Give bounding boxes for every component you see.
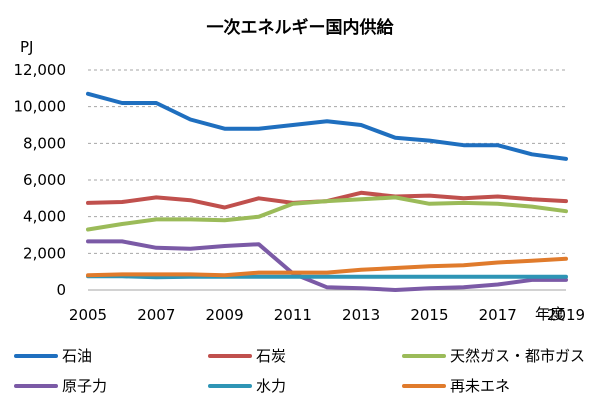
- x-tick-label: 2017: [479, 306, 517, 324]
- series-line-4: [86, 274, 568, 280]
- legend-label: 水力: [256, 377, 286, 395]
- x-tick-label: 2009: [205, 306, 243, 324]
- y-tick-label: 0: [56, 281, 66, 299]
- y-tick-label: 4,000: [23, 208, 66, 226]
- y-tick-label: 6,000: [23, 171, 66, 189]
- y-tick-label: 10,000: [14, 98, 67, 116]
- chart-title: 一次エネルギー国内供給: [207, 17, 395, 38]
- x-axis-ticks: 2005 2007 2009 2011 2013 2015 2017 2019: [69, 306, 585, 324]
- legend-label: 石油: [62, 347, 92, 365]
- x-tick-label: 2013: [342, 306, 380, 324]
- series-line-2: [86, 195, 568, 232]
- series-line-5: [86, 256, 568, 278]
- y-tick-label: 8,000: [23, 134, 66, 152]
- legend-label: 原子力: [62, 377, 107, 395]
- series-lines: [86, 91, 568, 292]
- series-line-3: [86, 239, 568, 292]
- series-line-0: [86, 91, 568, 161]
- x-axis-unit-label: 年度: [535, 305, 565, 323]
- y-axis-unit-label: PJ: [20, 38, 33, 56]
- legend-label: 天然ガス・都市ガス: [450, 347, 585, 365]
- y-tick-label: 2,000: [23, 244, 66, 262]
- legend-label: 石炭: [256, 347, 286, 365]
- x-tick-label: 2007: [137, 306, 175, 324]
- y-axis-ticks: 0 2,000 4,000 6,000 8,000 10,000 12,000: [14, 61, 67, 299]
- legend-label: 再未エネ: [450, 377, 510, 395]
- x-tick-label: 2005: [69, 306, 107, 324]
- x-tick-label: 2011: [274, 306, 312, 324]
- x-tick-label: 2019: [547, 306, 585, 324]
- y-tick-label: 12,000: [14, 61, 67, 79]
- x-tick-label: 2015: [410, 306, 448, 324]
